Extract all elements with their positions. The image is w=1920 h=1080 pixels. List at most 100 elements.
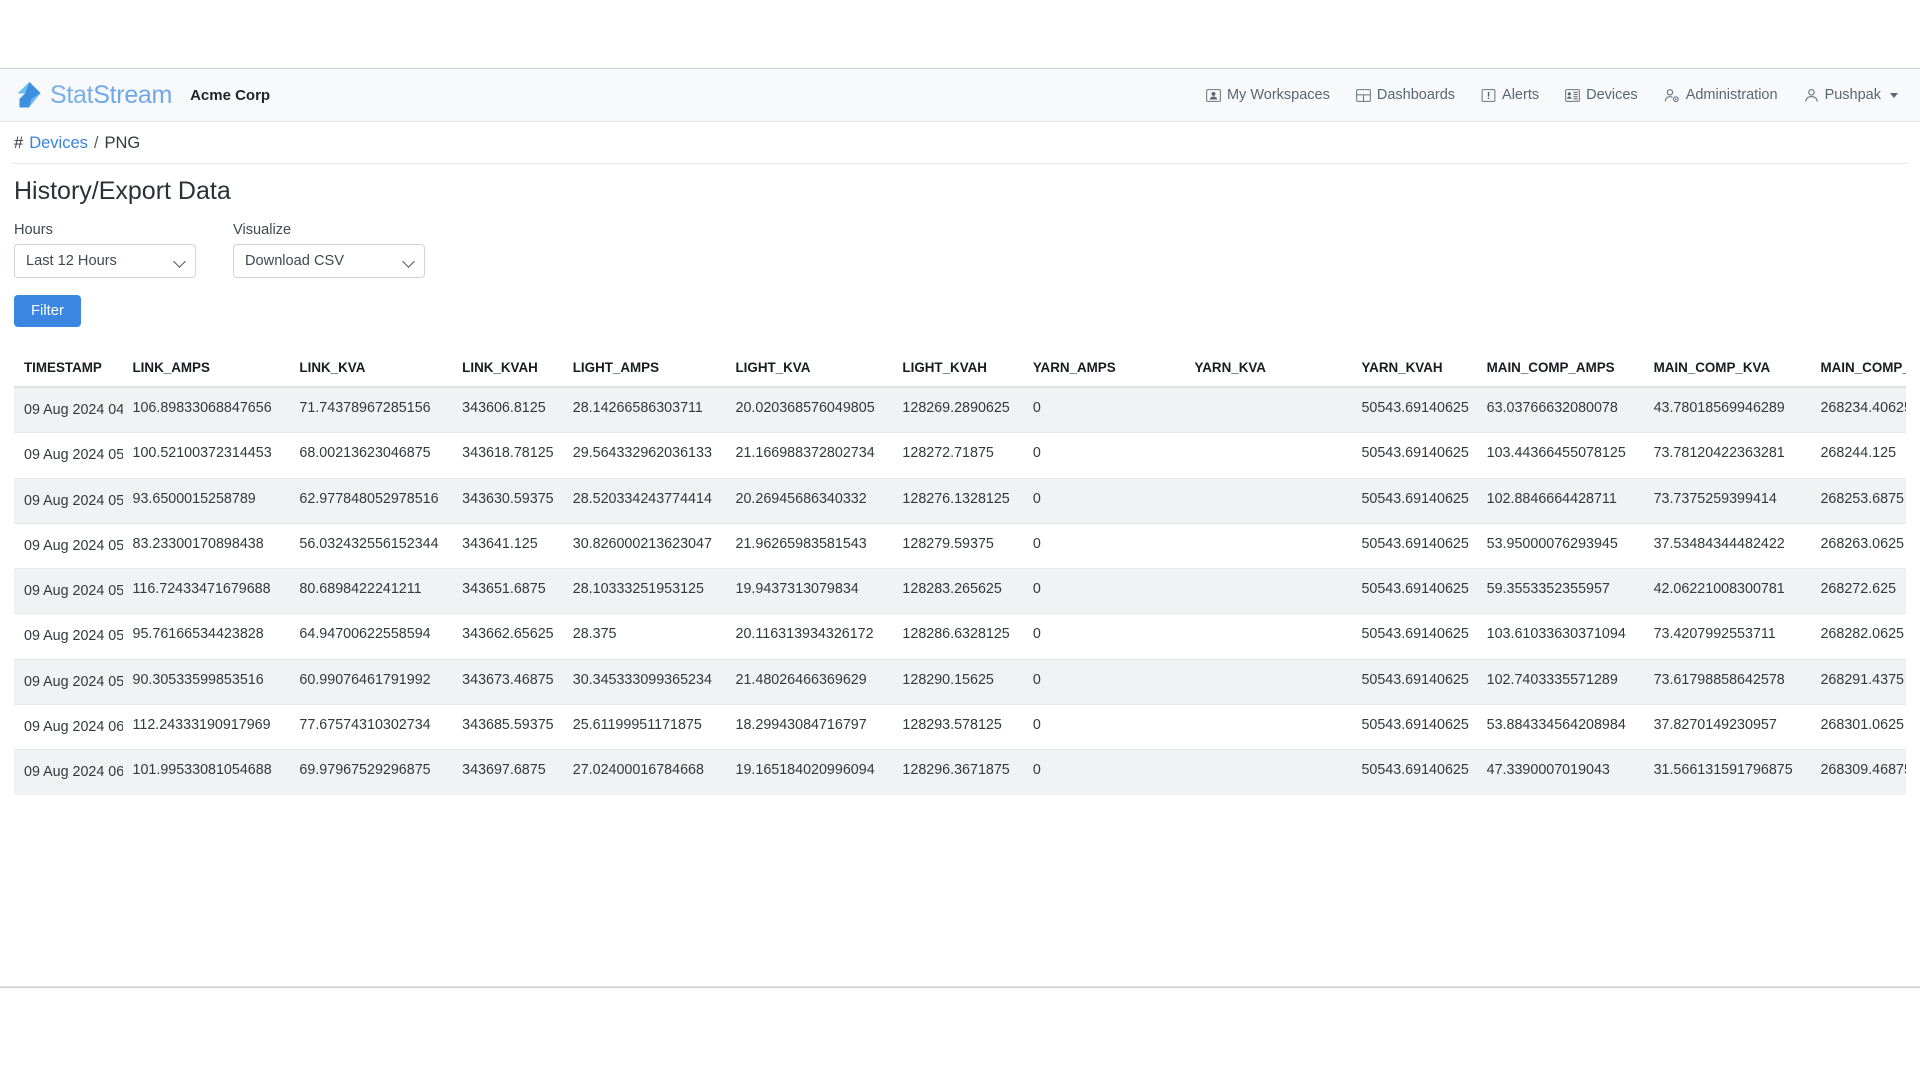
table-cell (1184, 522, 1352, 569)
table-body: 09 Aug 2024 04:50:30106.8983306884765671… (14, 386, 1906, 795)
hours-label: Hours (14, 222, 53, 238)
table-cell: 128290.15625 (892, 658, 1023, 705)
table-cell-timestamp: 09 Aug 2024 05:20:30 (14, 522, 123, 569)
breadcrumb-current: PNG (104, 134, 141, 152)
nav-item-my-workspaces[interactable]: My Workspaces (1206, 87, 1330, 103)
table-cell: 128269.2890625 (892, 386, 1023, 433)
table-cell: 95.76166534423828 (122, 613, 290, 660)
nav-item-alerts[interactable]: Alerts (1481, 87, 1539, 103)
table-cell: 50543.69140625 (1351, 568, 1477, 614)
brand[interactable]: StatStream Acme Corp (14, 80, 270, 110)
device-list-icon (1565, 88, 1580, 103)
table-column-header: LINK_KVA (289, 351, 453, 388)
table-cell (1184, 749, 1352, 795)
table-cell: 64.94700622558594 (289, 613, 453, 660)
breadcrumb-link-devices[interactable]: Devices (29, 134, 88, 152)
table-cell: 68.00213623046875 (289, 432, 453, 479)
visualize-select[interactable]: Download CSV (233, 244, 425, 278)
nav-item-label: My Workspaces (1226, 87, 1330, 103)
table-column-header: YARN_AMPS (1022, 351, 1185, 388)
filter-button[interactable]: Filter (14, 295, 81, 327)
table-cell: 128272.71875 (892, 432, 1023, 479)
table-cell: 28.10333251953125 (562, 568, 726, 614)
table-cell: 343606.8125 (452, 386, 563, 433)
table-cell: 50543.69140625 (1351, 613, 1477, 660)
table-header: TIMESTAMP LINK_AMPS LINK_KVA LINK_KVAH LIGHT… (14, 351, 1906, 388)
table-cell: 21.166988372802734 (725, 432, 893, 479)
table-cell: 0 (1022, 613, 1185, 660)
table-cell: 31.566131591796875 (1643, 749, 1811, 795)
table-cell: 0 (1022, 477, 1185, 524)
table-cell: 128279.59375 (892, 522, 1023, 569)
visualize-select-value: Download CSV (245, 253, 344, 269)
table-cell: 268234.40625 (1810, 386, 1906, 433)
chevron-down-icon (1890, 92, 1898, 98)
breadcrumb-hash: # (14, 134, 24, 152)
table-cell: 50543.69140625 (1351, 749, 1477, 795)
nav-item-label: Alerts (1502, 87, 1540, 103)
brand-name-part1: Stat (50, 80, 94, 109)
table-cell (1184, 432, 1352, 479)
table-cell (1184, 704, 1352, 750)
table-cell: 343641.125 (452, 522, 563, 569)
table-cell (1184, 658, 1352, 705)
nav-item-devices[interactable]: Devices (1565, 87, 1638, 103)
table-row: 09 Aug 2024 05:00:30100.5210037231445368… (14, 432, 1906, 479)
table-cell: 128283.265625 (892, 568, 1023, 614)
table-cell: 43.78018569946289 (1643, 386, 1811, 433)
table-row: 09 Aug 2024 05:40:3095.7616653442382864.… (14, 613, 1906, 660)
table-cell: 103.44366455078125 (1476, 432, 1644, 479)
table-cell: 83.23300170898438 (122, 522, 290, 569)
table-cell: 50543.69140625 (1351, 477, 1477, 524)
table-cell: 112.24333190917969 (122, 704, 290, 750)
table-cell: 343685.59375 (452, 704, 563, 750)
table-cell: 56.032432556152344 (289, 522, 453, 569)
table-cell: 268301.0625 (1810, 704, 1906, 750)
table-cell: 73.4207992553711 (1643, 613, 1811, 660)
table-cell: 29.564332962036133 (562, 432, 726, 479)
table-cell: 0 (1022, 522, 1185, 569)
visualize-label: Visualize (233, 222, 292, 238)
nav-item-administration[interactable]: Administration (1664, 87, 1778, 103)
chevron-down-icon (402, 255, 415, 268)
history-table-container[interactable]: TIMESTAMP LINK_AMPS LINK_KVA LINK_KVAH LIGHT… (14, 351, 1906, 795)
user-icon (1804, 88, 1819, 103)
table-cell-timestamp: 09 Aug 2024 05:10:30 (14, 477, 123, 524)
table-cell: 343697.6875 (452, 749, 563, 795)
nav-item-user-menu[interactable]: Pushpak (1804, 87, 1898, 103)
table-cell: 19.9437313079834 (725, 568, 893, 614)
table-header-row: TIMESTAMP LINK_AMPS LINK_KVA LINK_KVAH LIGHT… (14, 351, 1906, 388)
table-cell: 20.116313934326172 (725, 613, 893, 660)
table-cell: 50543.69140625 (1351, 704, 1477, 750)
table-column-header: LIGHT_KVA (725, 351, 893, 388)
table-cell-timestamp: 09 Aug 2024 04:50:30 (14, 386, 123, 433)
hours-field-group: Hours Last 12 Hours (14, 222, 196, 278)
table-cell: 343673.46875 (452, 658, 563, 705)
table-cell: 268253.6875 (1810, 477, 1906, 524)
table-cell: 59.3553352355957 (1476, 568, 1644, 614)
table-cell (1184, 477, 1352, 524)
table-cell: 268291.4375 (1810, 658, 1906, 705)
hours-select[interactable]: Last 12 Hours (14, 244, 196, 278)
breadcrumb: # Devices / PNG (0, 122, 1920, 163)
table-column-header: TIMESTAMP (14, 351, 123, 388)
table-cell: 28.14266586303711 (562, 386, 726, 433)
nav-item-dashboards[interactable]: Dashboards (1355, 87, 1455, 103)
table-cell-timestamp: 09 Aug 2024 05:50:30 (14, 658, 123, 705)
brand-name: StatStream (50, 81, 172, 110)
table-row: 09 Aug 2024 05:10:3093.650001525878962.9… (14, 477, 1906, 524)
table-cell: 63.03766632080078 (1476, 386, 1644, 433)
table-cell: 37.53484344482422 (1643, 522, 1811, 569)
table-row: 09 Aug 2024 06:10:30101.9953308105468869… (14, 749, 1906, 795)
table-cell (1184, 386, 1352, 433)
table-cell: 53.884334564208984 (1476, 704, 1644, 750)
table-cell: 73.78120422363281 (1643, 432, 1811, 479)
table-column-header: MAIN_COMP_AMPS (1476, 351, 1644, 388)
org-name: Acme Corp (190, 86, 271, 104)
user-card-icon (1206, 88, 1221, 103)
table-cell: 101.99533081054688 (122, 749, 290, 795)
table-column-header: MAIN_COMP_KVAH (1810, 351, 1906, 388)
table-cell: 28.520334243774414 (562, 477, 726, 524)
table-cell: 20.26945686340332 (725, 477, 893, 524)
table-cell: 102.7403335571289 (1476, 658, 1644, 705)
